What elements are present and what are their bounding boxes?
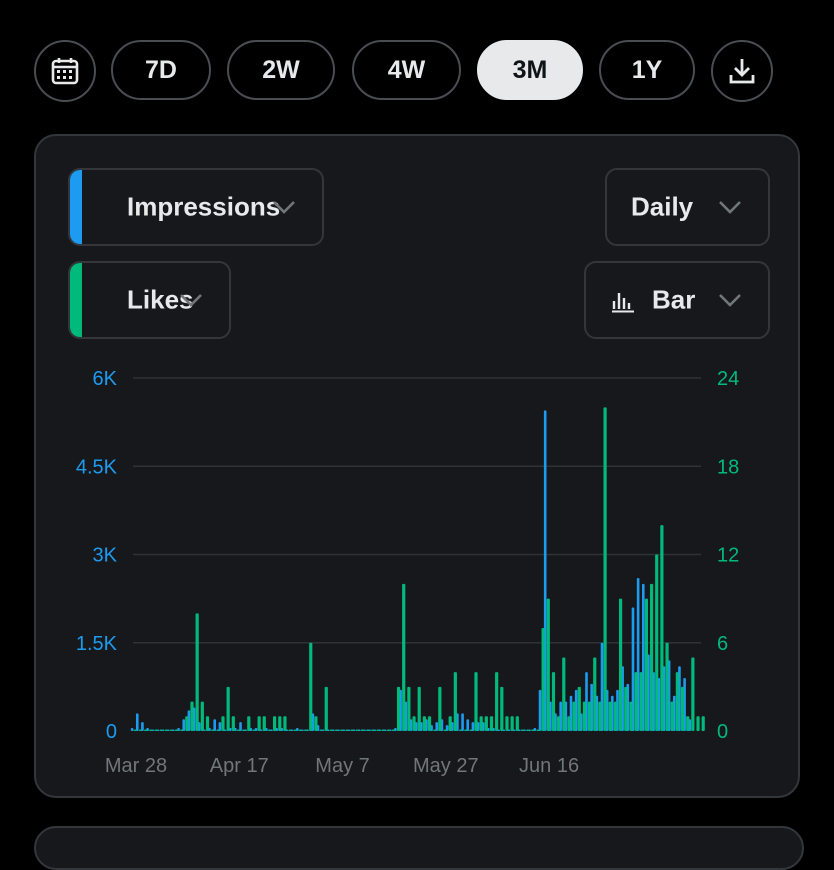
bar-chart-icon — [612, 293, 634, 313]
range-selector: 7D 2W 4W 3M 1Y — [34, 40, 774, 102]
range-4w-button[interactable]: 4W — [352, 40, 461, 100]
interval-dropdown[interactable]: Daily — [605, 168, 770, 246]
chevron-down-icon — [180, 294, 202, 307]
calendar-icon — [51, 58, 79, 85]
calendar-button[interactable] — [34, 40, 96, 102]
chevron-down-icon — [273, 201, 295, 214]
download-button[interactable] — [711, 40, 773, 102]
metric1-label: Impressions — [127, 191, 281, 222]
chevron-down-icon — [719, 201, 741, 214]
range-2w-button[interactable]: 2W — [227, 40, 335, 100]
download-icon — [729, 59, 755, 84]
chart-type-dropdown[interactable]: Bar — [584, 261, 770, 339]
analytics-card: Impressions Daily Likes Bar — [34, 134, 800, 798]
range-1y-button[interactable]: 1Y — [599, 40, 695, 100]
next-card — [34, 826, 804, 870]
metric1-color-indicator — [70, 170, 82, 244]
chart-type-label: Bar — [652, 284, 696, 315]
metric2-color-indicator — [70, 263, 82, 337]
metric1-dropdown[interactable]: Impressions — [68, 168, 324, 246]
range-3m-button[interactable]: 3M — [477, 40, 583, 100]
metric2-label: Likes — [127, 284, 194, 315]
range-7d-button[interactable]: 7D — [111, 40, 211, 100]
metric2-dropdown[interactable]: Likes — [68, 261, 231, 339]
chevron-down-icon — [719, 294, 741, 307]
interval-label: Daily — [631, 191, 694, 222]
